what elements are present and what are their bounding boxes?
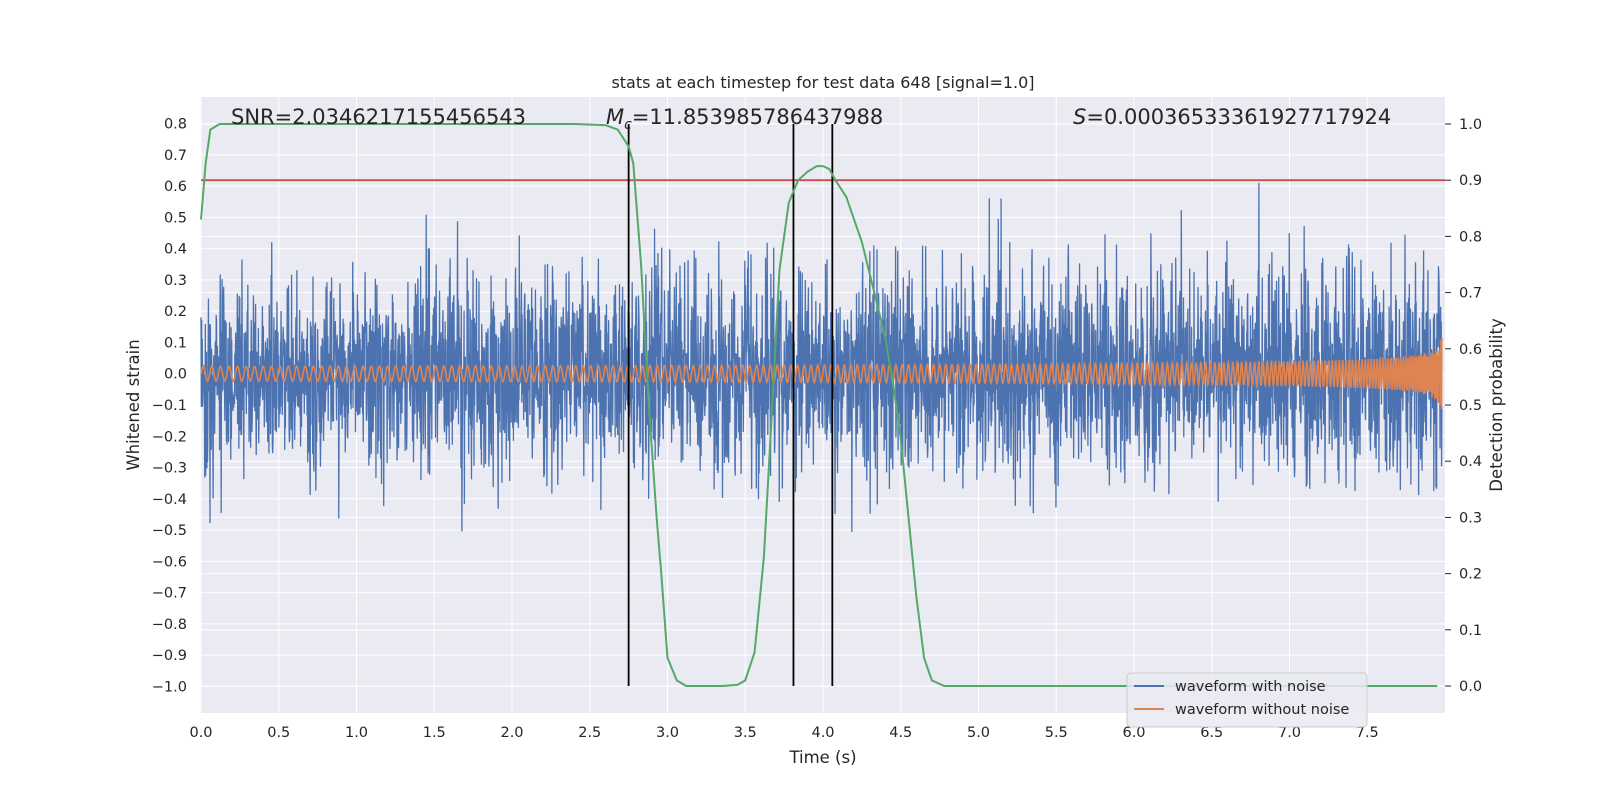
y-tick-label: −0.8 <box>152 617 187 633</box>
y-tick-label: 0.7 <box>164 148 187 164</box>
x-tick-label: 7.0 <box>1278 725 1301 741</box>
y-tick-label: −0.1 <box>152 398 187 414</box>
series-detection-probability <box>200 122 1438 688</box>
y2-axis-label: Detection probability <box>1487 318 1506 492</box>
x-axis-label: Time (s) <box>788 748 856 767</box>
y2-tick-label: 0.8 <box>1459 229 1482 245</box>
x-tick-label: 5.5 <box>1045 725 1068 741</box>
y2-tick-label: 0.6 <box>1459 342 1482 358</box>
y-tick-label: −0.4 <box>152 492 187 508</box>
y-tick-label: 0.8 <box>164 117 187 133</box>
legend-label-clean: waveform without noise <box>1175 702 1349 718</box>
x-tick-label: 3.0 <box>656 725 679 741</box>
y2-ticks: 1.0 0.9 0.8 0.7 0.6 0.5 0.4 0.3 0.2 0.1 0.0 <box>1445 117 1482 695</box>
x-ticks: 0.0 0.5 1.0 1.5 2.0 2.5 3.0 3.5 4.0 4.5 5.0 5.5 6.0 6… <box>189 725 1378 741</box>
chart-title: stats at each timestep for test data 648… <box>611 73 1034 92</box>
y-tick-label: −0.9 <box>152 648 187 664</box>
x-tick-label: 1.5 <box>423 725 446 741</box>
y-tick-label: 0.4 <box>164 242 187 258</box>
y-tick-label: 0.5 <box>164 210 187 226</box>
x-tick-label: 4.5 <box>889 725 912 741</box>
y-tick-label: −0.6 <box>152 554 187 570</box>
x-tick-label: 2.5 <box>578 725 601 741</box>
y-tick-label: 0.3 <box>164 273 187 289</box>
s-annotation: S=0.00036533361927717924 <box>1073 105 1391 129</box>
legend-box <box>1126 672 1368 728</box>
x-tick-label: 2.0 <box>500 725 523 741</box>
probability-line <box>200 122 1438 688</box>
y-tick-label: −1.0 <box>152 679 187 695</box>
y-tick-label: −0.3 <box>152 461 187 477</box>
y-tick-label: −0.5 <box>152 523 187 539</box>
y-tick-label: 0.0 <box>164 367 187 383</box>
series-waveform-without-noise <box>200 337 1443 410</box>
y2-tick-label: 0.7 <box>1459 286 1482 302</box>
y-tick-label: 0.1 <box>164 335 187 351</box>
y2-tick-label: 1.0 <box>1459 117 1482 133</box>
chirp-mass-annotation: Mc=11.853985786437988 <box>606 105 883 133</box>
y-tick-label: 0.6 <box>164 179 187 195</box>
x-tick-label: 5.0 <box>967 725 990 741</box>
y-axis-label: Whitened strain <box>124 339 143 470</box>
legend: waveform with noise waveform without noi… <box>1126 672 1368 728</box>
x-tick-label: 0.5 <box>267 725 290 741</box>
y2-tick-label: 0.1 <box>1459 623 1482 639</box>
noisy-waveform-path <box>200 182 1443 532</box>
snr-annotation: SNR=2.0346217155456543 <box>231 105 526 129</box>
x-tick-label: 4.0 <box>811 725 834 741</box>
vertical-markers <box>627 123 834 687</box>
y2-tick-label: 0.3 <box>1459 510 1482 526</box>
y2-tick-label: 0.9 <box>1459 173 1482 189</box>
y-tick-label: −0.2 <box>152 429 187 445</box>
legend-label-noise: waveform with noise <box>1175 679 1326 695</box>
y-tick-label: 0.2 <box>164 304 187 320</box>
y2-tick-label: 0.0 <box>1459 679 1482 695</box>
y2-tick-label: 0.4 <box>1459 454 1482 470</box>
series-waveform-with-noise <box>200 182 1443 532</box>
x-tick-label: 1.0 <box>345 725 368 741</box>
x-tick-label: 3.5 <box>734 725 757 741</box>
x-tick-label: 6.5 <box>1200 725 1223 741</box>
clean-waveform-path <box>200 337 1443 410</box>
x-tick-label: 7.5 <box>1356 725 1379 741</box>
y-ticks: 0.8 0.7 0.6 0.5 0.4 0.3 0.2 0.1 0.0 −0.1 −0.2 −0.3 −… <box>152 117 187 696</box>
x-tick-label: 0.0 <box>189 725 212 741</box>
x-tick-label: 6.0 <box>1122 725 1145 741</box>
y-tick-label: −0.7 <box>152 586 187 602</box>
y2-tick-label: 0.5 <box>1459 398 1482 414</box>
y2-tick-label: 0.2 <box>1459 567 1482 583</box>
